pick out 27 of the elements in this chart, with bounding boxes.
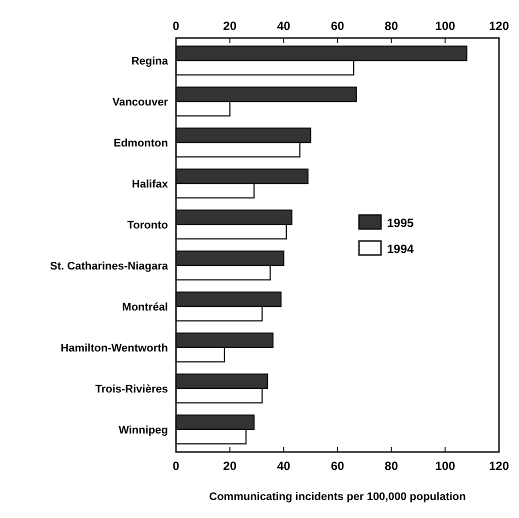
x-tick-label: 20	[223, 459, 237, 473]
y-tick-label: Trois-Rivières	[95, 383, 168, 396]
x-tick-label: 120	[488, 459, 510, 473]
y-tick-label: Winnipeg	[118, 424, 168, 436]
y-tick-label: Halifax	[132, 178, 169, 191]
x-tick-label: 40	[276, 459, 291, 473]
x2-tick-label: 40	[276, 19, 291, 33]
x-tick-label: 100	[435, 459, 456, 473]
x-tick-label: 80	[384, 459, 398, 473]
x2-tick-label: 100	[435, 19, 456, 33]
y-tick-label: Regina	[131, 56, 169, 68]
x-axis-title: Communicating incidents per 100,000 population	[209, 491, 466, 503]
legend-label: 1994	[387, 242, 414, 256]
y-tick-label: St. Catharines-Niagara	[50, 260, 169, 272]
y-tick-label: Montréal	[122, 301, 168, 314]
x2-tick-label: 60	[330, 19, 344, 33]
y-tick-label: Vancouver	[112, 96, 169, 109]
y-tick-label: Toronto	[127, 220, 168, 232]
y-tick-label: Hamilton-Wentworth	[60, 342, 168, 354]
x2-tick-label: 20	[223, 19, 237, 33]
x2-tick-label: 0	[172, 19, 180, 33]
legend-label: 1995	[387, 216, 414, 230]
x-tick-label: 60	[330, 459, 344, 473]
x2-tick-label: 120	[488, 19, 510, 33]
x2-tick-label: 80	[384, 19, 398, 33]
x-tick-label: 0	[172, 459, 180, 473]
y-tick-label: Edmonton	[114, 138, 168, 150]
